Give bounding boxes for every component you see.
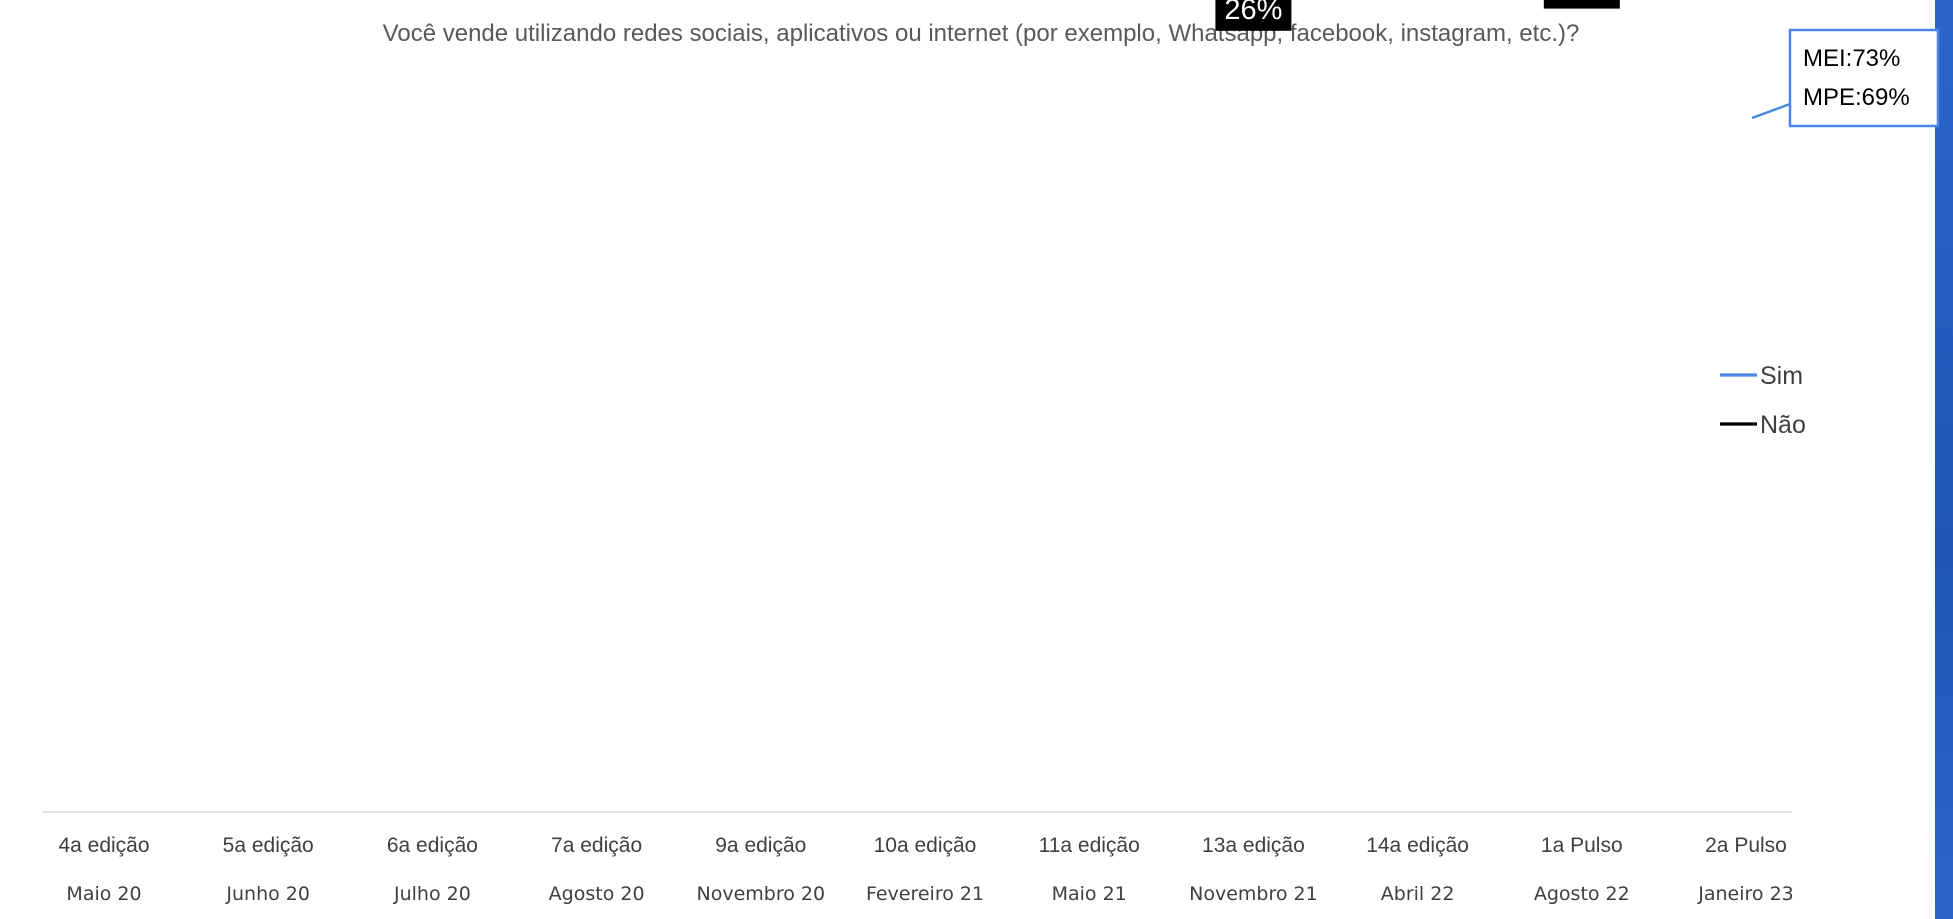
x-tick-label: 10a edição: [874, 834, 977, 857]
x-tick-sublabel: Maio 20: [66, 883, 141, 905]
x-tick-sublabel: Maio 21: [1052, 883, 1127, 905]
data-label-text: 26%: [1224, 0, 1282, 26]
x-tick-sublabel: Novembro 21: [1189, 883, 1318, 905]
x-tick-sublabel: Abril 22: [1381, 883, 1455, 905]
x-tick-label: 4a edição: [58, 834, 149, 857]
x-tick-sublabel: Janeiro 23: [1697, 883, 1794, 905]
data-label-box: [1215, 0, 1292, 31]
x-tick-sublabel: Junho 20: [225, 883, 310, 905]
data-labels: 59%64%66%67%70%69%67%74%71%73%71%41%36%3…: [1215, 0, 1620, 31]
data-label-nao: 27%: [1543, 0, 1620, 9]
callout-line-mei: MEI:73%: [1803, 45, 1900, 72]
x-tick-label: 2a Pulso: [1705, 834, 1787, 857]
legend-label-sim: Sim: [1760, 362, 1803, 390]
x-tick-sublabel: Agosto 22: [1534, 883, 1630, 905]
x-axis-ticks: 4a edição Maio 20 5a edição Junho 20 6a ediç…: [58, 834, 1793, 905]
x-tick-label: 9a edição: [715, 834, 806, 857]
data-label-box: [1543, 0, 1620, 9]
callout-line-mpe: MPE:69%: [1803, 84, 1910, 111]
x-tick-label: 14a edição: [1366, 834, 1469, 857]
legend: Sim Não: [1720, 362, 1806, 439]
x-tick-label: 6a edição: [387, 834, 478, 857]
x-tick-label: 5a edição: [223, 834, 314, 857]
legend-label-nao: Não: [1760, 411, 1806, 439]
x-tick-sublabel: Agosto 20: [549, 883, 645, 905]
x-tick-sublabel: Julho 20: [393, 883, 471, 905]
callout-frame: [1788, 28, 1940, 128]
callout-pointer: [1751, 102, 1791, 120]
x-tick-sublabel: Fevereiro 21: [866, 883, 984, 905]
data-label-nao: 26%: [1215, 0, 1292, 31]
callout-box: MEI:73% MPE:69%: [1751, 28, 1940, 128]
chart-title: Você vende utilizando redes sociais, apl…: [383, 20, 1580, 47]
x-tick-label: 11a edição: [1039, 834, 1140, 857]
x-tick-label: 1a Pulso: [1541, 834, 1623, 857]
slide-edge-right: [1935, 0, 1953, 919]
data-label-text: 27%: [1553, 0, 1611, 4]
x-tick-label: 13a edição: [1202, 834, 1305, 857]
x-tick-sublabel: Novembro 20: [697, 883, 826, 905]
x-tick-label: 7a edição: [551, 834, 642, 857]
